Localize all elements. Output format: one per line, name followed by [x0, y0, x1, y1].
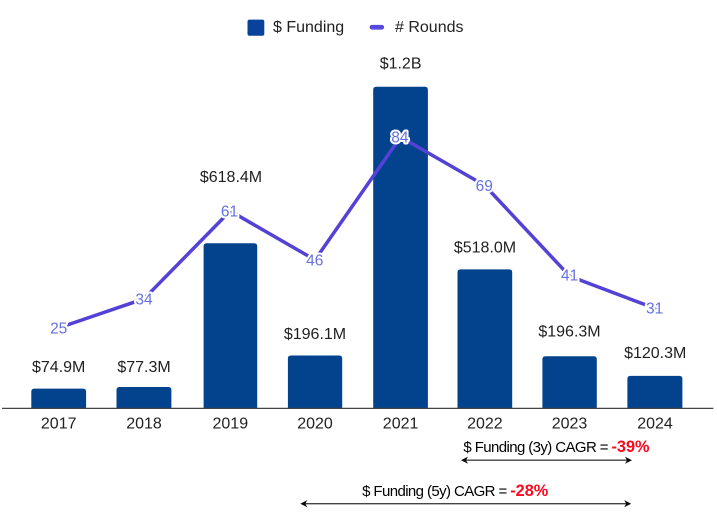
svg-text:2020: 2020 [297, 416, 333, 433]
svg-text:69: 69 [476, 178, 493, 195]
svg-text:$ Funding (5y) CAGR = -28%: $ Funding (5y) CAGR = -28% [362, 482, 549, 500]
svg-text:46: 46 [306, 253, 323, 270]
svg-text:34: 34 [135, 291, 153, 308]
svg-text:$618.4M: $618.4M [200, 169, 262, 186]
svg-text:$ Funding: $ Funding [273, 19, 344, 36]
svg-text:2019: 2019 [213, 416, 249, 433]
svg-text:84: 84 [391, 130, 409, 147]
svg-text:# Rounds: # Rounds [395, 19, 464, 36]
svg-text:25: 25 [50, 321, 67, 338]
svg-text:2017: 2017 [41, 416, 77, 433]
svg-text:$196.3M: $196.3M [538, 324, 600, 341]
svg-text:$77.3M: $77.3M [117, 359, 170, 376]
svg-text:2024: 2024 [637, 416, 673, 433]
svg-text:2023: 2023 [552, 416, 588, 433]
svg-text:$196.1M: $196.1M [284, 326, 346, 343]
svg-text:2018: 2018 [126, 416, 162, 433]
svg-text:61: 61 [221, 204, 238, 221]
svg-text:$1.2B: $1.2B [380, 55, 422, 72]
svg-text:41: 41 [561, 268, 578, 285]
svg-text:$74.9M: $74.9M [32, 359, 85, 376]
svg-text:$518.0M: $518.0M [454, 240, 516, 257]
svg-text:2021: 2021 [383, 416, 419, 433]
svg-text:2022: 2022 [467, 416, 503, 433]
svg-text:$120.3M: $120.3M [624, 345, 686, 362]
svg-text:31: 31 [646, 301, 663, 318]
svg-text:$ Funding (3y) CAGR = -39%: $ Funding (3y) CAGR = -39% [463, 438, 650, 456]
